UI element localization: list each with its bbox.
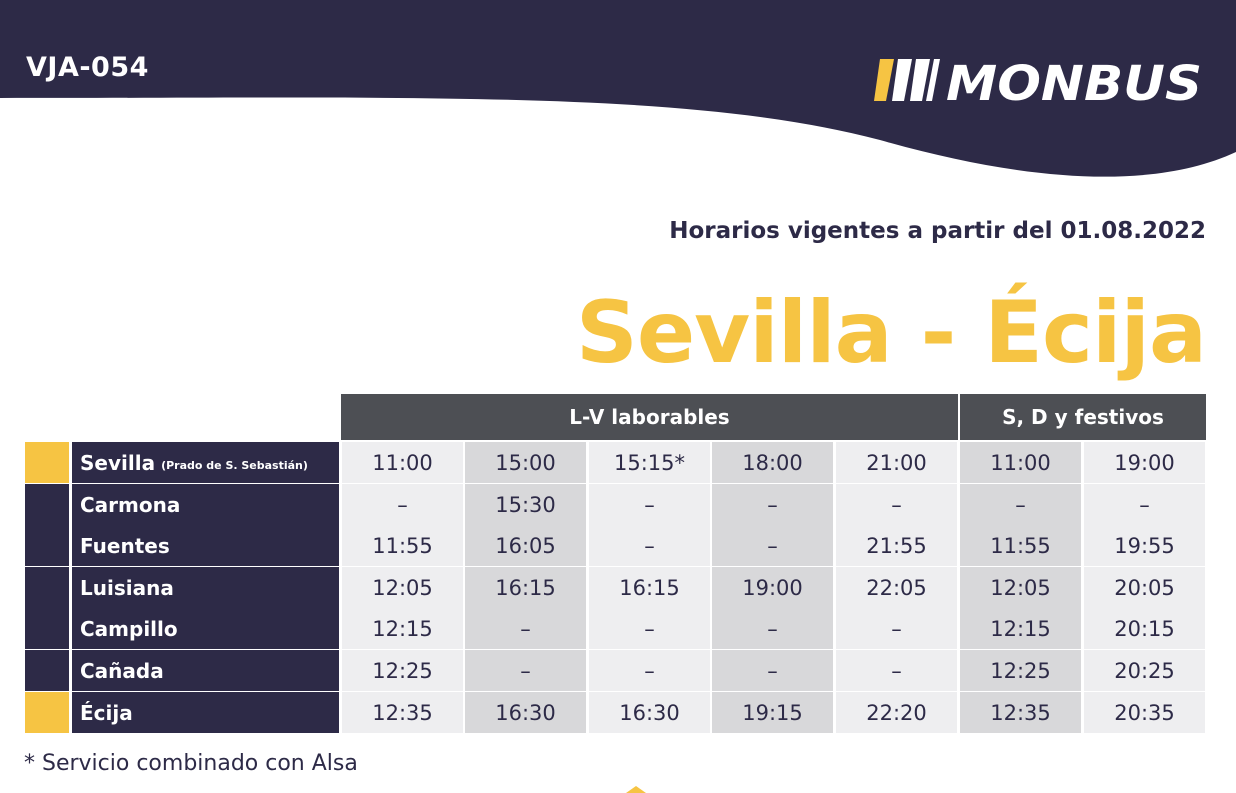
stop-marker: [25, 567, 69, 608]
time-cell: –: [465, 650, 586, 691]
stop-name-cell: Fuentes: [72, 525, 339, 566]
stop-name: Carmona: [80, 492, 181, 517]
stop-name: Cañada: [80, 658, 164, 683]
route-title: Sevilla - Écija: [575, 283, 1207, 383]
time-cell: 12:35: [960, 692, 1081, 733]
time-cell: 15:00: [465, 442, 586, 483]
time-cell: –: [712, 525, 833, 566]
stop-name-cell: Carmona: [72, 484, 339, 525]
column-group-header: S, D y festivos: [960, 394, 1206, 440]
time-cell: 12:05: [960, 567, 1081, 608]
time-cell: –: [712, 650, 833, 691]
decorative-mark: [626, 786, 646, 793]
time-cell: 20:15: [1084, 608, 1205, 649]
time-cell: –: [712, 484, 833, 525]
stop-name: Sevilla: [80, 450, 156, 475]
time-cell: 20:35: [1084, 692, 1205, 733]
stop-name: Campillo: [80, 616, 178, 641]
time-cell: 19:15: [712, 692, 833, 733]
stop-marker: [25, 650, 69, 691]
time-cell: –: [836, 484, 957, 525]
time-cell: 21:00: [836, 442, 957, 483]
time-cell: –: [836, 608, 957, 649]
time-cell: 12:25: [960, 650, 1081, 691]
time-cell: 22:05: [836, 567, 957, 608]
stop-name: Écija: [80, 700, 133, 725]
time-cell: 12:15: [960, 608, 1081, 649]
time-cell: –: [960, 484, 1081, 525]
time-cell: 12:25: [342, 650, 463, 691]
route-code: VJA-054: [26, 52, 149, 83]
time-cell: 12:15: [342, 608, 463, 649]
time-cell: 20:05: [1084, 567, 1205, 608]
time-cell: 19:55: [1084, 525, 1205, 566]
time-cell: –: [589, 484, 710, 525]
time-cell: –: [1084, 484, 1205, 525]
time-cell: 12:35: [342, 692, 463, 733]
time-cell: 11:00: [960, 442, 1081, 483]
svg-text:MONBUS: MONBUS: [946, 56, 1202, 107]
time-cell: –: [589, 608, 710, 649]
stop-name-cell: Écija: [72, 692, 339, 733]
time-cell: 16:15: [589, 567, 710, 608]
time-cell: –: [342, 484, 463, 525]
stop-name-cell: Cañada: [72, 650, 339, 691]
time-cell: –: [465, 608, 586, 649]
footnote: * Servicio combinado con Alsa: [24, 751, 358, 776]
stop-marker: [25, 525, 69, 566]
stop-name: Luisiana: [80, 575, 174, 600]
time-cell: 16:30: [589, 692, 710, 733]
stop-note: (Prado de S. Sebastián): [161, 458, 308, 472]
header-wave-background: [0, 0, 1236, 177]
terminal-marker: [25, 442, 69, 483]
time-cell: 18:00: [712, 442, 833, 483]
time-cell: 16:30: [465, 692, 586, 733]
terminal-marker: [25, 692, 69, 733]
time-cell: 21:55: [836, 525, 957, 566]
stop-name-cell: Campillo: [72, 608, 339, 649]
time-cell: –: [589, 650, 710, 691]
monbus-logo: MONBUS: [874, 56, 1202, 107]
time-cell: 15:30: [465, 484, 586, 525]
time-cell: 16:05: [465, 525, 586, 566]
time-cell: 12:05: [342, 567, 463, 608]
time-cell: 22:20: [836, 692, 957, 733]
time-cell: 11:00: [342, 442, 463, 483]
time-cell: 20:25: [1084, 650, 1205, 691]
time-cell: 19:00: [712, 567, 833, 608]
time-cell: –: [589, 525, 710, 566]
time-cell: 11:55: [960, 525, 1081, 566]
stop-marker: [25, 608, 69, 649]
time-cell: 16:15: [465, 567, 586, 608]
stop-name-cell: Sevilla (Prado de S. Sebastián): [72, 442, 339, 483]
time-cell: 19:00: [1084, 442, 1205, 483]
stop-marker: [25, 484, 69, 525]
time-cell: –: [712, 608, 833, 649]
time-cell: 15:15*: [589, 442, 710, 483]
effective-date: Horarios vigentes a partir del 01.08.202…: [669, 218, 1206, 244]
column-group-header: L-V laborables: [341, 394, 958, 440]
time-cell: 11:55: [342, 525, 463, 566]
time-cell: –: [836, 650, 957, 691]
stop-name: Fuentes: [80, 533, 170, 558]
stop-name-cell: Luisiana: [72, 567, 339, 608]
